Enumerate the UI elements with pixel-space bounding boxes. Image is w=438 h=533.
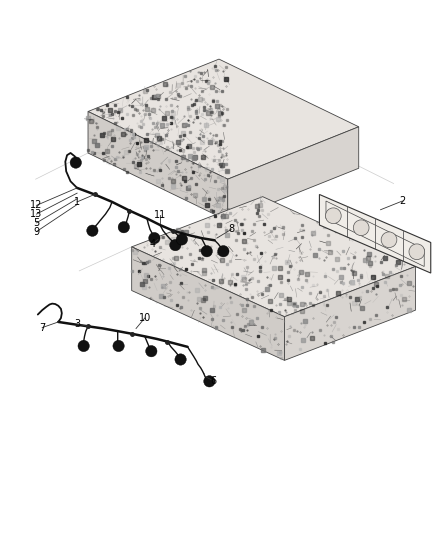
Circle shape — [409, 244, 425, 260]
Polygon shape — [228, 127, 359, 221]
Text: 2: 2 — [399, 196, 406, 206]
Text: 9: 9 — [33, 227, 39, 237]
Text: 10: 10 — [139, 313, 151, 323]
Polygon shape — [285, 266, 416, 360]
Circle shape — [201, 246, 212, 257]
Circle shape — [218, 246, 229, 257]
Circle shape — [146, 345, 157, 357]
Circle shape — [113, 340, 124, 352]
Text: 1: 1 — [74, 197, 80, 207]
Text: 6: 6 — [211, 376, 217, 386]
Text: 13: 13 — [30, 209, 42, 219]
Circle shape — [204, 376, 215, 387]
Text: 5: 5 — [33, 218, 39, 228]
Circle shape — [78, 340, 89, 352]
Text: 12: 12 — [30, 200, 42, 211]
Text: 7: 7 — [39, 322, 45, 333]
Circle shape — [170, 239, 181, 251]
Polygon shape — [88, 111, 228, 221]
Circle shape — [149, 232, 160, 244]
Text: 4: 4 — [149, 239, 155, 249]
Polygon shape — [132, 247, 285, 360]
Text: 3: 3 — [74, 319, 80, 329]
Polygon shape — [132, 197, 416, 317]
Circle shape — [175, 354, 186, 365]
Circle shape — [381, 232, 397, 248]
Polygon shape — [319, 195, 431, 273]
Circle shape — [176, 234, 187, 245]
Text: 11: 11 — [154, 210, 166, 220]
Circle shape — [70, 157, 81, 168]
Circle shape — [353, 220, 369, 236]
Text: 8: 8 — [228, 224, 234, 235]
Polygon shape — [88, 59, 359, 179]
Circle shape — [87, 225, 98, 236]
Circle shape — [325, 208, 341, 224]
Circle shape — [118, 222, 130, 233]
